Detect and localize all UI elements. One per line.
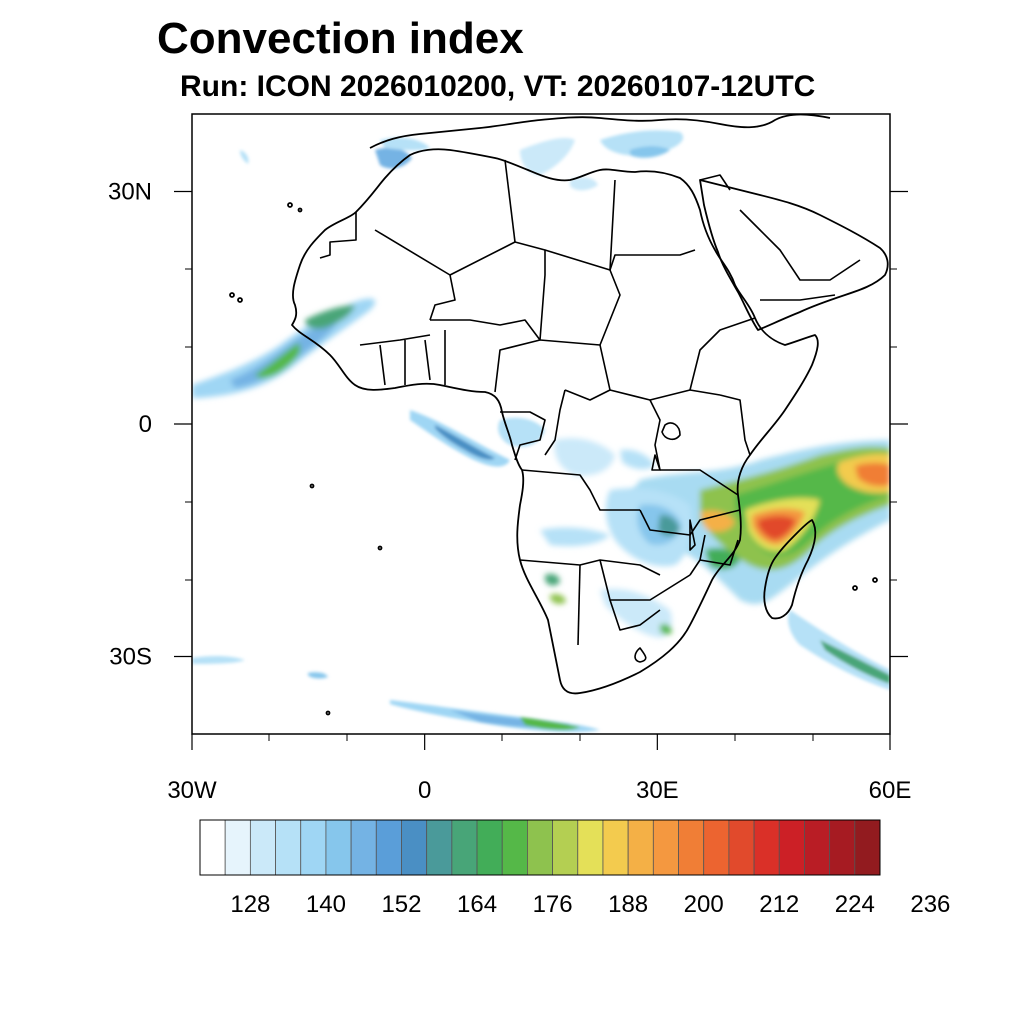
islands	[229, 202, 878, 716]
colorbar-swatch	[224, 819, 251, 876]
colorbar-swatch	[678, 819, 705, 876]
colorbar-swatch	[804, 819, 831, 876]
y-tick-label: 30N	[108, 179, 152, 206]
colorbar-swatch	[426, 819, 453, 876]
colorbar-label: 164	[457, 891, 497, 918]
colorbar-swatch	[552, 819, 579, 876]
colorbar-swatch	[753, 819, 780, 876]
x-tick-label: 30W	[167, 777, 217, 804]
chart-title: Convection index	[157, 14, 524, 63]
colorbar-swatch	[325, 819, 352, 876]
chart-subtitle: Run: ICON 2026010200, VT: 20260107-12UTC	[180, 70, 816, 103]
field-region-west-africa	[192, 298, 376, 398]
colorbar-swatch	[728, 819, 755, 876]
map-outlines	[229, 114, 889, 716]
colorbar-swatch	[275, 819, 302, 876]
colorbar-label: 224	[835, 891, 875, 918]
colorbar-swatch	[249, 819, 276, 876]
colorbar-swatch	[652, 819, 679, 876]
colorbar-label: 188	[608, 891, 648, 918]
y-axis: 30N 0 30S	[108, 179, 908, 671]
y-tick-label: 30S	[109, 644, 152, 671]
colorbar-swatch	[778, 819, 805, 876]
colorbar-label: 140	[306, 891, 346, 918]
colorbar-label: 236	[910, 891, 950, 918]
colorbar-swatch	[627, 819, 654, 876]
colorbar-swatch	[350, 819, 377, 876]
colorbar-swatch	[602, 819, 629, 876]
colorbar-swatch	[577, 819, 604, 876]
africa-coastline	[291, 148, 819, 695]
colorbar-label: 212	[759, 891, 799, 918]
colorbar-swatch	[300, 819, 327, 876]
colorbar-swatch	[527, 819, 553, 876]
minor-ticks	[185, 268, 897, 741]
x-tick-label: 0	[418, 777, 431, 804]
field-region-congo	[540, 438, 672, 638]
colorbar-swatch	[854, 819, 881, 876]
country-borders	[319, 159, 861, 663]
x-axis: 30W 0 30E 60E	[167, 734, 911, 804]
colorbar-label: 128	[230, 891, 270, 918]
colorbar-swatch	[375, 819, 402, 876]
colorbar-label: 176	[533, 891, 573, 918]
colorbar-frame	[199, 819, 881, 876]
colorbar-label: 152	[381, 891, 421, 918]
colorbar-swatch	[451, 819, 478, 876]
field-region-mozambique-channel	[620, 440, 890, 605]
colorbar-label: 200	[684, 891, 724, 918]
colorbar-swatch	[199, 819, 226, 876]
x-tick-label: 30E	[636, 777, 679, 804]
colorbar-swatch	[476, 819, 503, 876]
madagascar-outline	[763, 519, 817, 620]
colorbar-swatch	[501, 819, 528, 876]
colorbar-swatch	[703, 819, 730, 876]
y-tick-label: 0	[139, 411, 152, 438]
arabia-outline	[699, 179, 889, 331]
field-region-mediterranean	[240, 130, 684, 191]
field-region-se-madagascar	[788, 610, 890, 690]
x-tick-label: 60E	[869, 777, 912, 804]
colorbar: 128 140 152 164 176 188 200 212 224 236	[199, 819, 950, 918]
field-region-southern-ocean	[192, 655, 600, 733]
colorbar-swatch	[401, 819, 428, 876]
lakes	[651, 422, 696, 551]
europe-outline	[369, 114, 831, 149]
plot-area	[192, 114, 890, 734]
colorbar-swatch	[829, 819, 856, 876]
